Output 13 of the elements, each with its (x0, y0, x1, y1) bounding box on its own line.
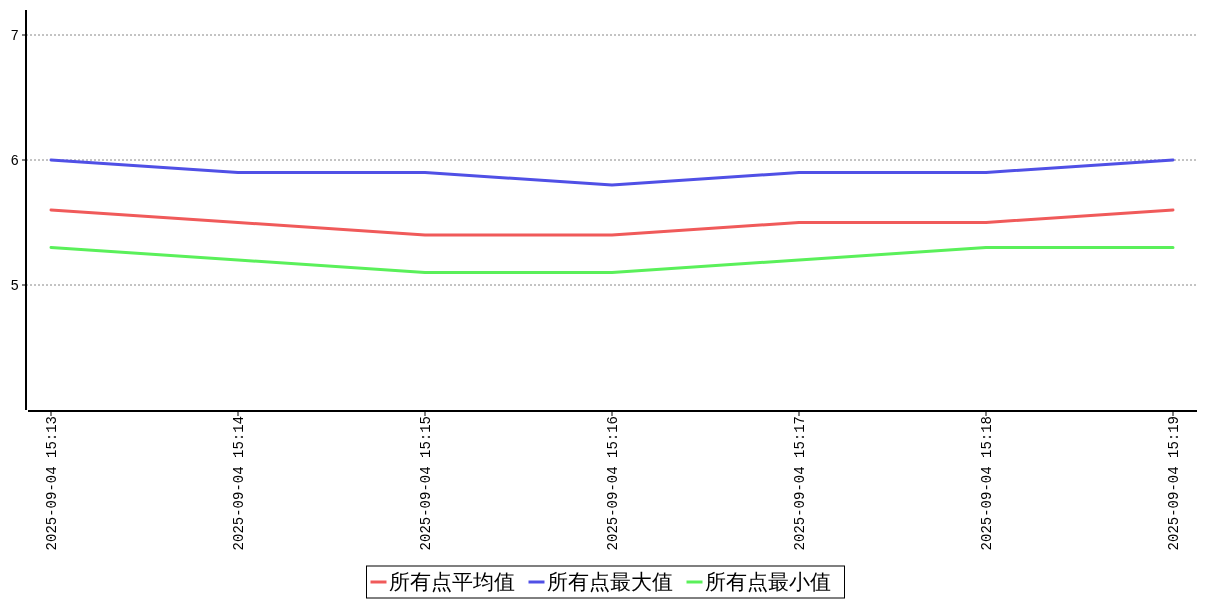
legend-label: 所有点平均值 (388, 570, 515, 595)
y-tick-label: 7 (10, 27, 19, 44)
x-tick-label: 2025-09-04 15:18 (979, 416, 995, 551)
legend-label: 所有点最大值 (546, 570, 673, 595)
x-tick-label: 2025-09-04 15:13 (44, 416, 60, 551)
x-tick-label: 2025-09-04 15:17 (792, 416, 808, 551)
y-tick-label: 5 (10, 277, 19, 294)
legend-label: 所有点最小值 (704, 570, 831, 595)
x-tick-label: 2025-09-04 15:16 (605, 416, 621, 551)
x-tick-label: 2025-09-04 15:19 (1166, 416, 1182, 551)
y-tick-label: 6 (10, 152, 19, 169)
x-tick-label: 2025-09-04 15:14 (231, 416, 247, 551)
x-tick-label: 2025-09-04 15:15 (418, 416, 434, 551)
